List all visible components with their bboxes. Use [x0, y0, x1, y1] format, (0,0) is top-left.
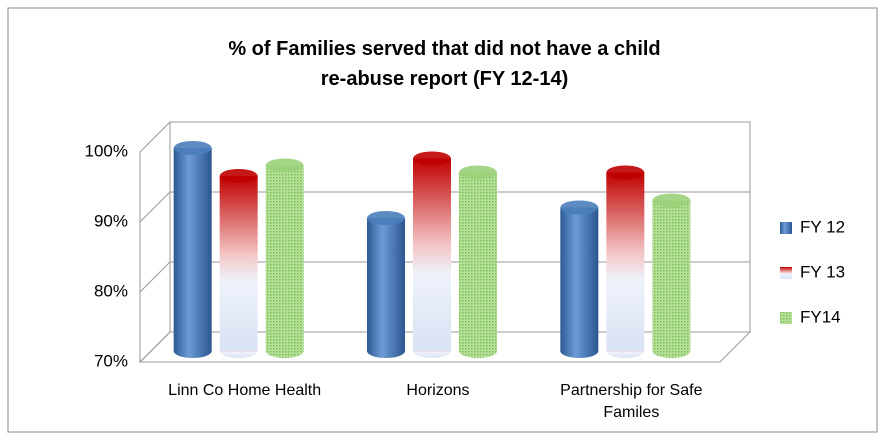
- grid-line: [139, 261, 750, 293]
- y-tick-label: 90%: [94, 211, 128, 230]
- cylinder-top: [265, 158, 304, 173]
- bar: [367, 218, 405, 351]
- bar: [560, 207, 599, 351]
- x-tick-label: Linn Co Home Health: [168, 382, 322, 399]
- bar: [265, 165, 304, 351]
- x-tick-label: Partnership for Safe Familes: [560, 382, 703, 421]
- y-tick-label: 100%: [85, 141, 128, 160]
- cylinder-top: [606, 165, 645, 180]
- grid-line: [139, 331, 750, 363]
- bar: [219, 176, 258, 351]
- cylinder-top: [459, 165, 497, 180]
- chart-border: [7, 7, 878, 433]
- x-tick-label: Horizons: [406, 382, 470, 399]
- legend-label: FY 13: [800, 262, 845, 281]
- legend-swatch: [780, 312, 792, 324]
- grid-line: [139, 191, 750, 223]
- legend-swatch: [780, 267, 792, 279]
- legend-label: FY 12: [800, 217, 845, 236]
- bar: [459, 172, 497, 351]
- legend-label: FY14: [800, 307, 841, 326]
- chart-title: % of Families served that did not have a…: [228, 38, 661, 90]
- cylinder-top: [413, 151, 451, 166]
- bar: [652, 200, 691, 351]
- cylinder-top: [652, 193, 691, 208]
- cylinder-top: [173, 141, 212, 155]
- y-tick-label: 80%: [94, 281, 128, 300]
- bar: [173, 148, 212, 351]
- cylinder-top: [367, 211, 405, 225]
- cylinder-top: [560, 200, 599, 215]
- legend-swatch: [780, 222, 792, 234]
- y-tick-label: 70%: [94, 351, 128, 370]
- bar: [606, 172, 645, 351]
- grid-line: [139, 121, 750, 153]
- bar: [413, 158, 451, 351]
- cylinder-top: [219, 169, 258, 183]
